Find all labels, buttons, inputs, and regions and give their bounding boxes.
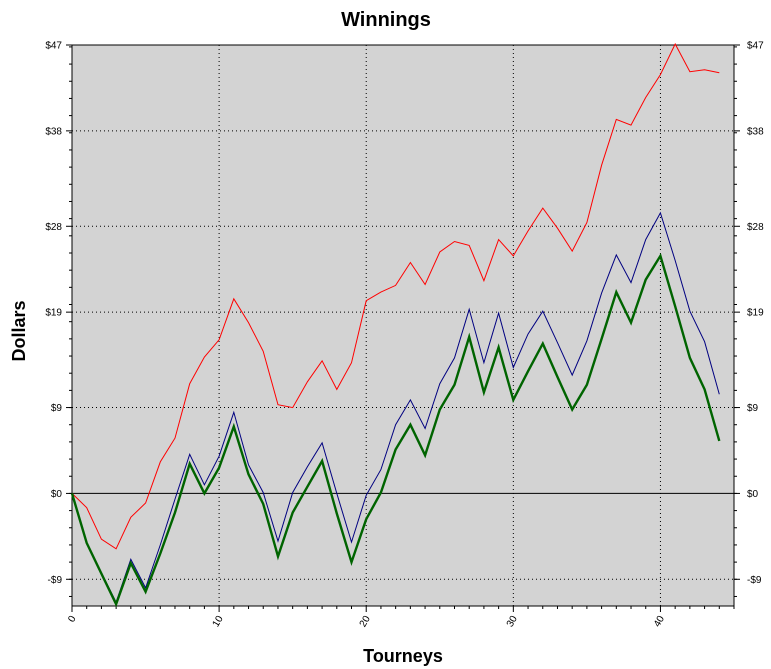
x-tick-label: 10 — [211, 614, 226, 630]
plot-area — [72, 45, 734, 606]
series-line-2 — [71, 211, 720, 604]
y-tick-label-right: $0 — [747, 489, 759, 500]
x-tick-label: 30 — [505, 614, 520, 630]
chart-title: Winnings — [341, 9, 431, 31]
y-tick-label-left: -$9 — [48, 575, 63, 586]
y-tick-label-left: $38 — [45, 126, 62, 137]
y-tick-label-left: $47 — [45, 41, 62, 52]
y-axis-title: Dollars — [9, 300, 29, 361]
y-tick-label-left: $9 — [51, 403, 63, 414]
y-tick-label-right: -$9 — [747, 575, 762, 586]
x-tick-label: 0 — [66, 614, 79, 625]
y-tick-label-left: $28 — [45, 222, 62, 233]
x-tick-label: 20 — [358, 614, 373, 630]
y-tick-label-left: $19 — [45, 308, 62, 319]
y-tick-label-right: $9 — [747, 403, 759, 414]
y-tick-label-left: $0 — [51, 489, 63, 500]
y-tick-label-right: $47 — [747, 41, 764, 52]
y-tick-label-right: $38 — [747, 126, 764, 137]
x-axis-title: Tourneys — [363, 646, 443, 666]
x-tick-label: 40 — [652, 614, 667, 630]
y-tick-label-right: $28 — [747, 222, 764, 233]
plot-border — [71, 44, 735, 607]
series-line-1 — [71, 42, 720, 550]
y-tick-label-right: $19 — [747, 308, 764, 319]
series-line-3 — [70, 252, 721, 608]
